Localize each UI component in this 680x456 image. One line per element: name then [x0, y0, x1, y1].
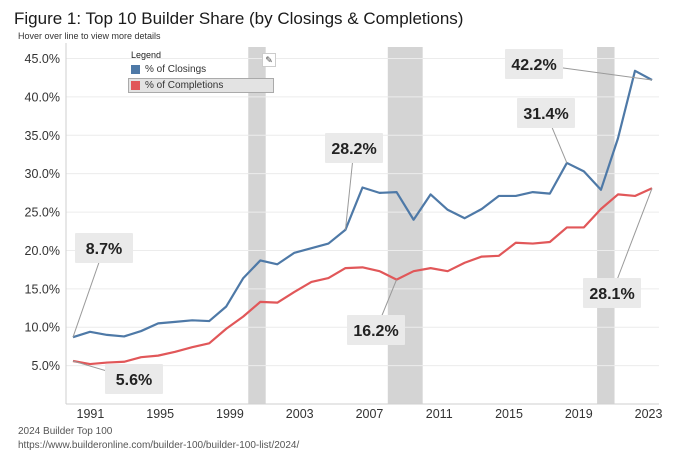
legend-title: Legend: [131, 50, 162, 60]
pencil-icon[interactable]: ✎: [262, 53, 276, 67]
x-tick-label: 2015: [495, 407, 523, 421]
annotation-box: [75, 233, 133, 263]
annotation-box: [517, 98, 575, 128]
annotations: 8.7% 28.2% 31.4% 42.2% 5.6% 16.2% 28.1%: [75, 49, 641, 394]
legend-item-completions[interactable]: % of Completions: [128, 78, 274, 93]
x-tick-label: 2023: [635, 407, 663, 421]
legend-swatch-completions: [131, 81, 140, 90]
x-tick-label: 1995: [146, 407, 174, 421]
annotation-label: 16.2%: [353, 323, 398, 340]
annotation-label: 5.6%: [116, 372, 152, 389]
annotation-label: 28.2%: [331, 141, 376, 158]
x-tick-label: 2011: [426, 407, 453, 421]
x-tick-label: 2007: [356, 407, 384, 421]
x-tick-label: 2019: [565, 407, 593, 421]
legend-item-closings[interactable]: % of Closings: [128, 62, 274, 77]
annotation-box: [105, 364, 163, 394]
annotation-label: 42.2%: [511, 57, 556, 74]
annotation-label: 31.4%: [523, 106, 568, 123]
x-tick-label: 2003: [286, 407, 314, 421]
source-url[interactable]: https://www.builderonline.com/builder-10…: [18, 440, 300, 451]
x-tick-label: 1991: [77, 407, 105, 421]
annotation-leader: [611, 188, 653, 294]
x-axis-ticks: 1991 1995 1999 2003 2007 2011 2015 2019 2023: [77, 407, 663, 421]
series-lines: [72, 69, 653, 366]
axes: [65, 43, 659, 405]
annotation-box: [347, 315, 405, 345]
y-tick-label: 45.0%: [25, 52, 60, 66]
annotation-box: [505, 49, 563, 79]
chart-title: Figure 1: Top 10 Builder Share (by Closi…: [14, 9, 464, 28]
y-tick-label: 25.0%: [25, 206, 60, 220]
source-note: 2024 Builder Top 100: [18, 426, 113, 437]
legend-swatch-closings: [131, 65, 140, 74]
annotation-label: 8.7%: [86, 241, 122, 258]
y-tick-label: 40.0%: [25, 90, 60, 104]
y-tick-label: 35.0%: [25, 129, 60, 143]
y-tick-label: 5.0%: [32, 359, 61, 373]
y-tick-label: 15.0%: [25, 282, 60, 296]
legend-label-completions: % of Completions: [145, 80, 224, 91]
completions-line: [72, 187, 653, 366]
y-axis-ticks: 5.0% 10.0% 15.0% 20.0% 25.0% 30.0% 35.0% 40.0% 4…: [25, 52, 60, 373]
recession-band: [248, 47, 266, 404]
recession-band: [387, 47, 423, 404]
x-tick-label: 1999: [216, 407, 244, 421]
annotation-box: [583, 278, 641, 308]
closings-line: [72, 69, 653, 339]
annotation-label: 28.1%: [589, 286, 634, 303]
y-tick-label: 10.0%: [25, 321, 60, 335]
legend[interactable]: Legend % of Closings % of Completions: [128, 50, 274, 94]
annotation-box: [325, 133, 383, 163]
y-tick-label: 20.0%: [25, 244, 60, 258]
recession-band: [597, 47, 615, 404]
y-tick-label: 30.0%: [25, 167, 60, 181]
legend-label-closings: % of Closings: [145, 64, 207, 75]
chart-subtitle: Hover over line to view more details: [18, 31, 161, 41]
